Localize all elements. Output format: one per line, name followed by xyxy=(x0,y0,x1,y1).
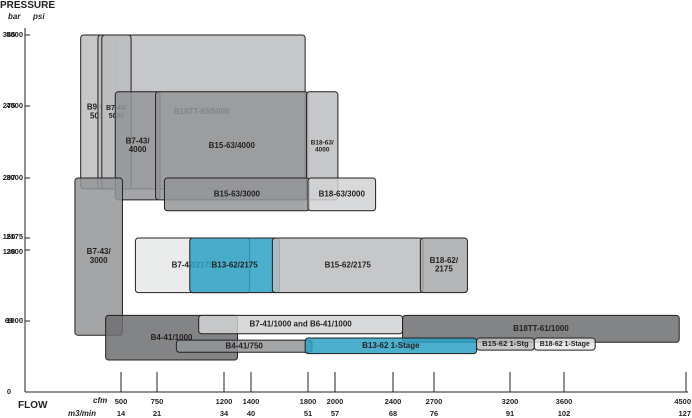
block-15: B18TT-61/1000 xyxy=(402,314,680,343)
block-8: B18-63/3000 xyxy=(307,177,377,212)
x-tick-cfm-label-10: 4500 xyxy=(674,397,691,406)
block-5: B18-63/4000 xyxy=(306,91,339,201)
block-6-rect xyxy=(74,177,123,336)
block-12-label: B18-62/2175 xyxy=(430,256,459,274)
y-unit-psi: psi xyxy=(33,12,45,21)
x-tick-m3-label-8: 91 xyxy=(506,409,514,417)
block-11: B15-62/2175 xyxy=(271,237,424,294)
block-19: B18-62 1-Stage xyxy=(533,337,596,351)
block-6-label: B7-43/3000 xyxy=(87,247,112,265)
x-tick-cfm-label-3: 1400 xyxy=(243,397,260,406)
x-tick-m3-label-5: 57 xyxy=(331,409,339,417)
block-7-label: B15-63/3000 xyxy=(214,189,261,198)
x-tick-m3-label-4: 51 xyxy=(304,409,312,417)
block-7: B15-63/3000 xyxy=(163,177,310,212)
axes-layer: 3455000275400020730001502175138200069100… xyxy=(3,28,691,417)
y-tick-psi-label-5: 1000 xyxy=(6,316,23,325)
block-16-label: B4-41/750 xyxy=(226,341,264,350)
x-unit-cfm: cfm xyxy=(93,396,108,405)
block-14: B7-41/1000 and B6-41/1000 xyxy=(198,314,404,335)
y-unit-bar: bar xyxy=(8,12,21,21)
block-5-label: B18-63/4000 xyxy=(311,139,334,153)
block-13-label: B4-41/1000 xyxy=(151,333,193,342)
x-tick-m3-label-7: 76 xyxy=(430,409,438,417)
x-tick-m3-label-9: 102 xyxy=(558,409,571,417)
block-8-label: B18-63/3000 xyxy=(319,189,366,198)
x-tick-cfm-label-7: 2700 xyxy=(426,397,443,406)
block-10-label: B13-62/2175 xyxy=(211,260,258,269)
x-tick-cfm-label-0: 500 xyxy=(115,397,128,406)
block-18-label: B15-62 1-Stg xyxy=(482,339,529,348)
block-18: B15-62 1-Stg xyxy=(476,337,535,351)
y-tick-bar-label-6: 0 xyxy=(7,387,11,396)
block-6: B7-43/3000 xyxy=(74,177,123,336)
x-tick-cfm-label-8: 3200 xyxy=(502,397,519,406)
y-tick-bar-label-5: 69 xyxy=(5,316,13,325)
y-tick-psi-label-2: 3000 xyxy=(6,173,23,182)
y-tick-bar-label-4: 138 xyxy=(3,247,16,256)
x-unit-m3: m3/min xyxy=(68,409,97,418)
block-19-rect xyxy=(533,337,596,351)
block-15-label: B18TT-61/1000 xyxy=(513,324,569,333)
x-tick-cfm-label-9: 3600 xyxy=(556,397,573,406)
block-3-label: B7-43/4000 xyxy=(126,137,151,155)
block-10: B13-62/2175 xyxy=(189,237,280,294)
y-tick-bar-label-0: 345 xyxy=(3,30,16,39)
x-tick-m3-label-1: 21 xyxy=(153,409,161,417)
x-tick-m3-label-3: 40 xyxy=(247,409,255,417)
block-16: B4-41/750 xyxy=(175,339,313,353)
y-tick-psi-label-3: 2175 xyxy=(6,232,23,241)
block-19-label: B18-62 1-Stage xyxy=(540,341,590,348)
y-tick-bar-label-1: 275 xyxy=(3,101,16,110)
x-tick-m3-label-0: 14 xyxy=(117,409,126,417)
block-17-label: B13-62 1-Stage xyxy=(362,341,420,350)
block-11-label: B15-62/2175 xyxy=(325,260,372,269)
block-17: B13-62 1-Stage xyxy=(304,337,478,355)
x-tick-cfm-label-6: 2400 xyxy=(385,397,402,406)
x-tick-m3-label-2: 34 xyxy=(220,409,229,417)
block-14-label: B7-41/1000 and B6-41/1000 xyxy=(249,320,352,329)
block-4-label: B15-63/4000 xyxy=(209,141,256,150)
y-tick-bar-label-2: 207 xyxy=(3,173,16,182)
x-tick-cfm-label-1: 750 xyxy=(151,397,164,406)
x-tick-m3-label-6: 68 xyxy=(389,409,397,417)
blocks-layer: B9-64/5000B18TT-63/5000B7-44/5000B7-43/4… xyxy=(74,34,680,361)
y-tick-psi-label-1: 4000 xyxy=(6,101,23,110)
x-axis-title: FLOW xyxy=(18,400,48,411)
block-12: B18-62/2175 xyxy=(419,237,468,294)
x-tick-m3-label-10: 127 xyxy=(678,409,691,417)
block-8-rect xyxy=(307,177,377,212)
y-tick-psi-label-0: 5000 xyxy=(6,30,23,39)
x-tick-cfm-label-2: 1200 xyxy=(216,397,233,406)
y-tick-bar-label-3: 150 xyxy=(3,232,16,241)
y-tick-psi-label-4: 2000 xyxy=(6,247,23,256)
y-axis-title: PRESSURE xyxy=(0,0,56,11)
block-12-rect xyxy=(419,237,468,294)
x-tick-cfm-label-4: 1800 xyxy=(300,397,317,406)
x-tick-cfm-label-5: 2000 xyxy=(327,397,344,406)
